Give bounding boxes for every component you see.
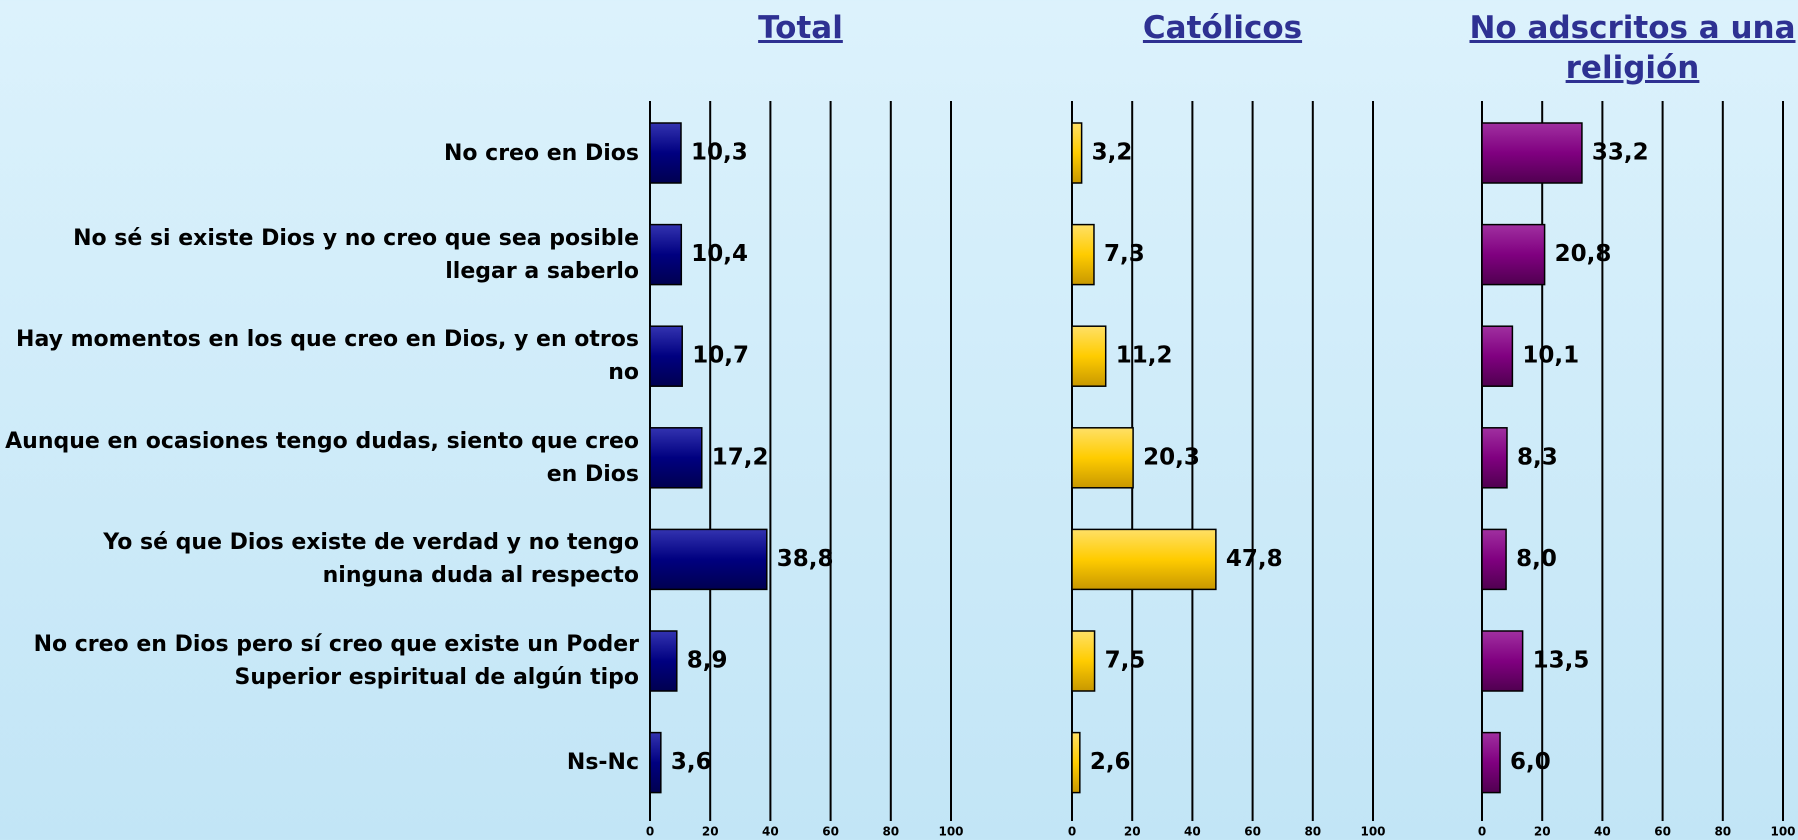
bar bbox=[1481, 731, 1501, 794]
chart-title: Católicos bbox=[1142, 10, 1303, 46]
bar bbox=[1071, 427, 1134, 489]
category-label: No creo en Dios bbox=[443, 140, 639, 166]
value-label: 7,5 bbox=[1105, 648, 1146, 674]
category-label: Yo sé que Dios existe de verdad y no ten… bbox=[103, 530, 639, 589]
value-label: 3,6 bbox=[671, 749, 712, 775]
x-tick-label: 80 bbox=[882, 825, 899, 839]
x-tick-label: 80 bbox=[1714, 825, 1731, 839]
value-label: 33,2 bbox=[1592, 140, 1649, 166]
value-label: 8,3 bbox=[1517, 444, 1558, 470]
x-tick-label: 20 bbox=[1534, 825, 1551, 839]
value-label: 11,2 bbox=[1116, 343, 1173, 369]
bar bbox=[1481, 223, 1546, 286]
x-tick-label: 0 bbox=[1068, 825, 1076, 839]
bar bbox=[1481, 427, 1508, 489]
bar bbox=[1481, 528, 1507, 591]
bar bbox=[1481, 630, 1524, 692]
value-label: 17,2 bbox=[712, 444, 769, 470]
x-tick-label: 0 bbox=[646, 825, 654, 839]
x-tick-label: 100 bbox=[938, 825, 963, 839]
x-tick-label: 60 bbox=[822, 825, 839, 839]
value-label: 6,0 bbox=[1510, 749, 1551, 775]
bar bbox=[1071, 731, 1081, 794]
bar bbox=[1071, 325, 1107, 387]
value-label: 47,8 bbox=[1226, 546, 1283, 572]
chart-title: Total bbox=[758, 10, 843, 46]
bar bbox=[1071, 223, 1095, 286]
bar bbox=[649, 427, 703, 489]
value-label: 10,4 bbox=[691, 241, 748, 267]
bar bbox=[649, 731, 662, 794]
value-label: 13,5 bbox=[1533, 648, 1590, 674]
value-label: 3,2 bbox=[1092, 140, 1133, 166]
bar bbox=[1071, 122, 1083, 184]
x-tick-label: 40 bbox=[762, 825, 779, 839]
chart-title: No adscritos a una religión bbox=[1469, 10, 1796, 86]
category-label: No creo en Dios pero sí creo que existe … bbox=[33, 632, 639, 690]
bar bbox=[1481, 122, 1583, 184]
bar bbox=[649, 122, 682, 184]
bar bbox=[649, 325, 683, 387]
value-label: 10,3 bbox=[691, 140, 748, 166]
x-tick-label: 100 bbox=[1360, 825, 1385, 839]
category-label: Ns-Nc bbox=[566, 750, 639, 776]
value-label: 8,0 bbox=[1516, 546, 1557, 572]
x-tick-label: 20 bbox=[1124, 825, 1141, 839]
category-label: Hay momentos en los que creo en Dios, y … bbox=[16, 327, 639, 386]
bar bbox=[649, 528, 768, 591]
x-tick-label: 60 bbox=[1244, 825, 1261, 839]
x-tick-label: 40 bbox=[1184, 825, 1201, 839]
x-tick-label: 40 bbox=[1594, 825, 1611, 839]
bar bbox=[1481, 325, 1514, 387]
value-label: 10,1 bbox=[1522, 343, 1579, 369]
x-tick-label: 20 bbox=[702, 825, 719, 839]
value-label: 7,3 bbox=[1104, 241, 1145, 267]
value-label: 10,7 bbox=[692, 343, 749, 369]
value-label: 20,8 bbox=[1555, 241, 1612, 267]
value-label: 8,9 bbox=[687, 648, 728, 674]
x-tick-label: 80 bbox=[1304, 825, 1321, 839]
value-label: 20,3 bbox=[1143, 444, 1200, 470]
category-label: No sé si existe Dios y no creo que sea p… bbox=[73, 225, 639, 284]
x-tick-label: 100 bbox=[1770, 825, 1795, 839]
bar bbox=[649, 223, 683, 286]
value-label: 2,6 bbox=[1090, 749, 1131, 775]
x-tick-label: 60 bbox=[1654, 825, 1671, 839]
bar bbox=[1071, 528, 1217, 591]
value-label: 38,8 bbox=[777, 546, 834, 572]
x-tick-label: 0 bbox=[1478, 825, 1486, 839]
category-label: Aunque en ocasiones tengo dudas, siento … bbox=[5, 428, 639, 487]
bar bbox=[1071, 630, 1096, 692]
bar bbox=[649, 630, 678, 692]
